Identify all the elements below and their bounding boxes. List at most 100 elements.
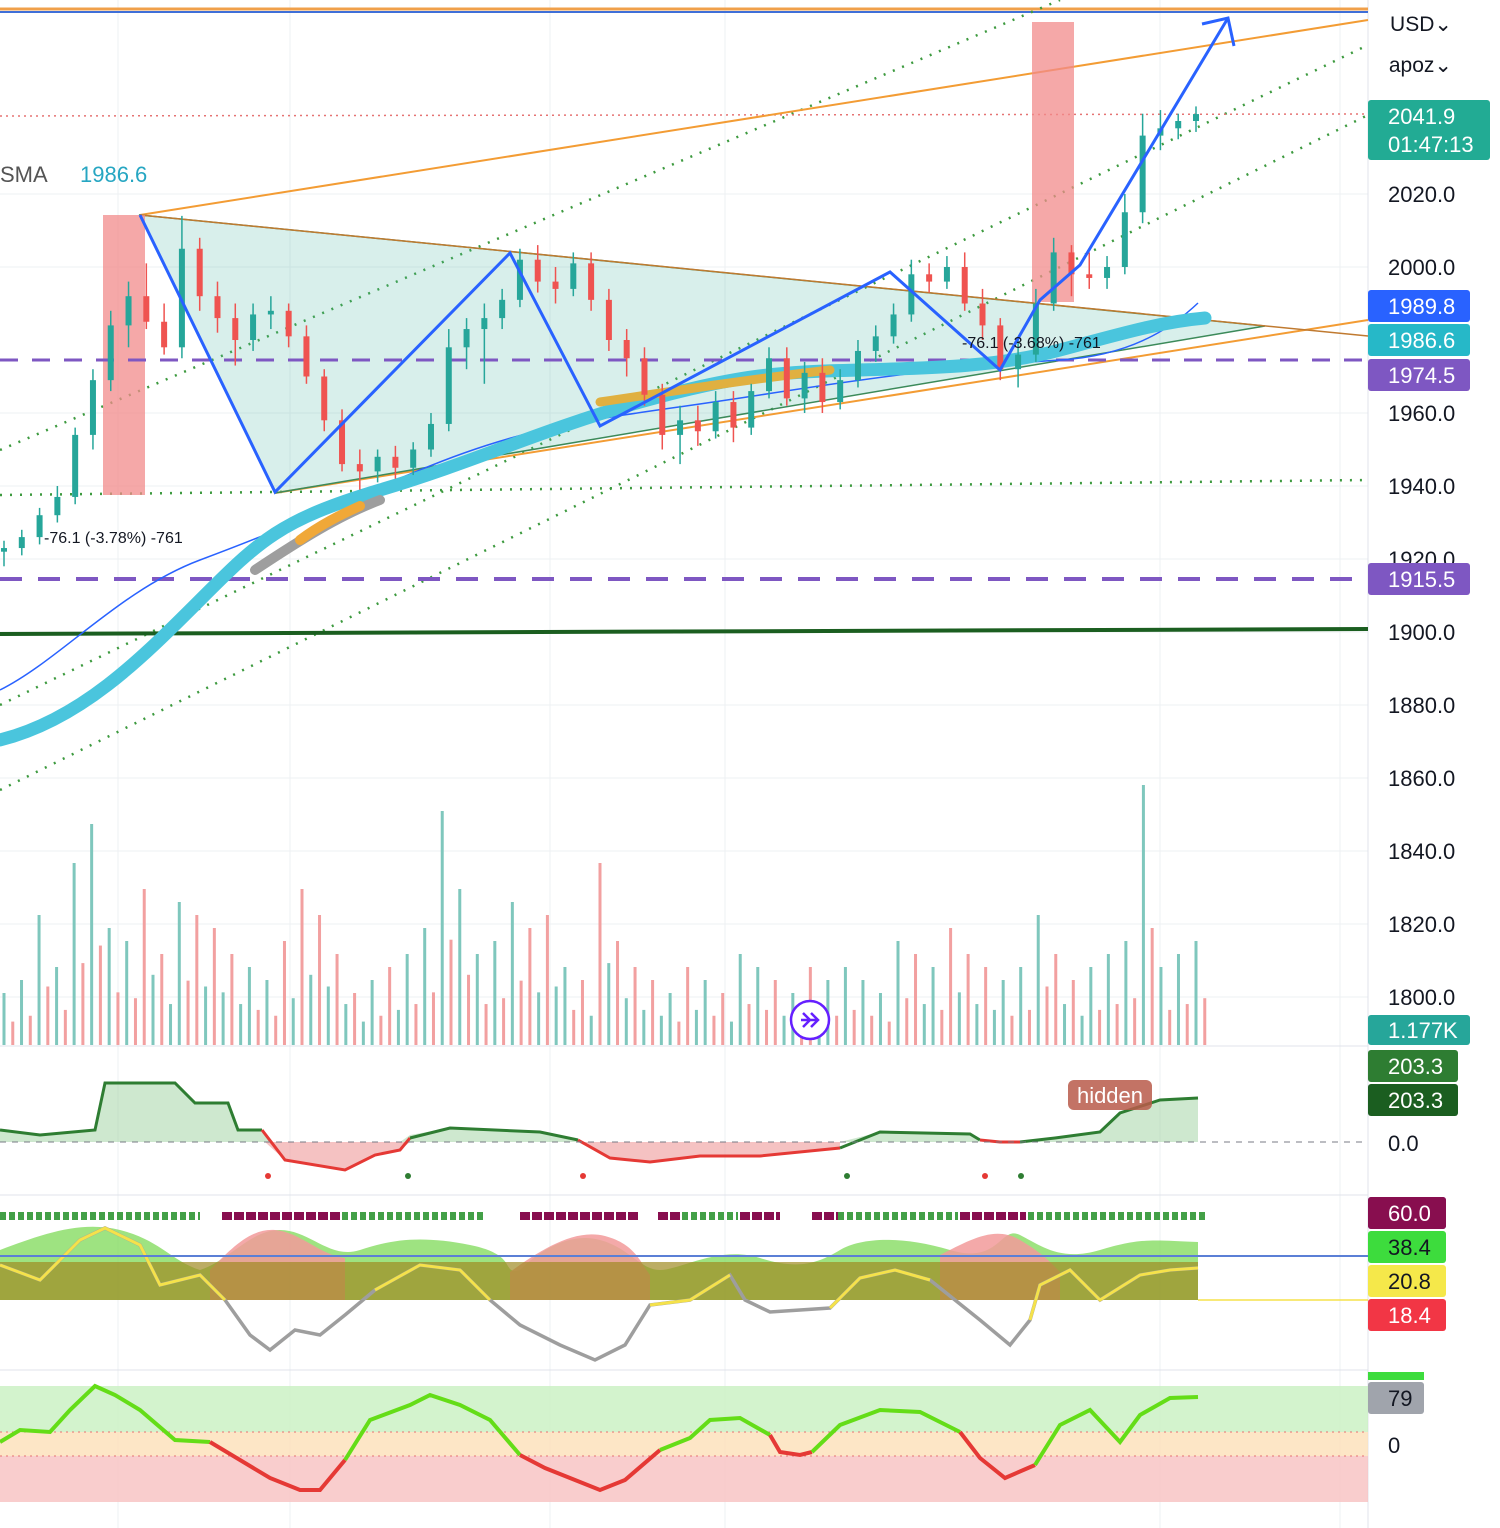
price-axis-label: 1860.0	[1388, 766, 1455, 791]
volume-bar	[1098, 1009, 1102, 1045]
wave-arrow-head	[1201, 16, 1236, 47]
volume-bar	[493, 941, 497, 1045]
bar-countdown: 01:47:13	[1388, 132, 1474, 157]
osc3-line-red	[768, 1433, 813, 1458]
osc1-signal-dot	[405, 1173, 411, 1179]
volume-bar	[177, 902, 181, 1045]
volume-bar	[116, 992, 120, 1045]
currency-selector[interactable]: USD⌄	[1390, 12, 1452, 37]
volume-bar	[274, 1015, 278, 1045]
volume-bar	[721, 993, 725, 1045]
volume-bar	[502, 998, 506, 1045]
osc1-signal-dot	[580, 1173, 586, 1179]
candle-body	[125, 296, 132, 326]
candle-body	[161, 321, 168, 348]
volume-bar	[519, 980, 523, 1045]
hidden-badge[interactable]	[1068, 1080, 1152, 1110]
candle-body	[232, 318, 239, 340]
volume-bar	[142, 889, 146, 1045]
volume-bar	[475, 954, 479, 1045]
volume-bar	[133, 998, 137, 1045]
volume-bar	[256, 1009, 260, 1045]
candle-body	[1104, 267, 1111, 278]
osc1-tag-a	[1368, 1050, 1458, 1082]
osc1-tag-a-value: 203.3	[1388, 1054, 1443, 1079]
volume-bar	[151, 974, 155, 1045]
price-axis[interactable]: 2020.02000.01960.01940.01920.01900.01880…	[1388, 182, 1455, 1010]
volume-bar	[545, 915, 549, 1045]
volume-bar	[125, 941, 129, 1045]
volume-bar	[686, 967, 690, 1045]
wave-projection	[138, 17, 1230, 495]
candle-body	[36, 515, 43, 538]
osc2-tag-green	[1368, 1231, 1446, 1263]
candle-body	[552, 281, 559, 289]
volume-bar	[694, 1009, 698, 1045]
triangle-upper-extension	[139, 214, 1369, 337]
osc1-line-green-a	[0, 1081, 262, 1137]
candle-body	[712, 402, 719, 432]
volume-bar	[405, 954, 409, 1045]
symbol-selector[interactable]: apoz⌄	[1389, 53, 1452, 78]
candle-body	[801, 372, 808, 399]
volume-bar	[72, 863, 76, 1045]
osc1-tag-b-value: 203.3	[1388, 1088, 1443, 1113]
candle-body	[1175, 121, 1182, 129]
volume-bar	[957, 992, 961, 1045]
candle-body	[267, 310, 274, 315]
osc2-tag-yellow	[1368, 1265, 1446, 1297]
volume-bar	[291, 998, 295, 1045]
volume-bar	[624, 998, 628, 1045]
volume-bar	[370, 980, 374, 1045]
osc1-signal-dot	[1018, 1173, 1024, 1179]
legend-indicator-name[interactable]: SMA	[0, 162, 48, 187]
oscillator-2-pane	[0, 1212, 1368, 1362]
candle-body	[1015, 354, 1022, 370]
volume-bar	[940, 1009, 944, 1045]
osc1-tag-b	[1368, 1084, 1458, 1116]
candle-body	[979, 303, 986, 326]
level-tag-3	[1368, 563, 1470, 595]
volume-tag-value: 1.177K	[1388, 1018, 1458, 1043]
volume-bar	[966, 954, 970, 1045]
volume-bar	[1036, 915, 1040, 1045]
sma-segment-orange	[295, 501, 365, 545]
hidden-badge-label: hidden	[1077, 1083, 1143, 1108]
volume-bar	[773, 980, 777, 1045]
osc2-tag-yellow-value: 20.8	[1388, 1269, 1431, 1294]
candle-body	[214, 296, 221, 319]
volume-bar	[537, 992, 541, 1045]
volume-bar	[1133, 998, 1137, 1045]
candle-body	[1086, 274, 1093, 278]
candle-body	[766, 358, 773, 392]
dotted-channel	[0, 0, 1369, 792]
candle-body	[623, 340, 630, 359]
osc3-line-green	[343, 1392, 522, 1462]
osc1-positive-area	[0, 1083, 1198, 1142]
volume-bar	[607, 963, 611, 1045]
volume-bar	[204, 986, 208, 1045]
osc2-tag-red-value: 18.4	[1388, 1303, 1431, 1328]
osc1-signal-dot	[844, 1173, 850, 1179]
volume-bar	[484, 1004, 488, 1045]
candle-body	[997, 325, 1004, 370]
candle-body	[588, 263, 595, 300]
candle-body	[641, 358, 648, 395]
level-tag-1	[1368, 290, 1470, 322]
price-axis-label: 2000.0	[1388, 255, 1455, 280]
volume-bar	[1054, 954, 1058, 1045]
osc3-line-red	[208, 1440, 347, 1492]
volume-bar	[878, 993, 882, 1045]
volume-bar	[1063, 1004, 1067, 1045]
volume-bar	[782, 1015, 786, 1045]
volume-bar	[931, 967, 935, 1045]
chevron-down-icon: ⌄	[1434, 54, 1452, 77]
price-tags: 2041.9 01:47:13 1989.8 1986.6 1974.5 191…	[1368, 100, 1490, 1458]
oscillator-1-pane: hidden	[0, 1080, 1368, 1179]
volume-bar	[169, 1004, 173, 1045]
level-line-1900	[0, 627, 1369, 636]
candle-body	[410, 449, 417, 468]
volume-bar	[887, 1021, 891, 1045]
last-price-dotted-line	[0, 113, 1369, 117]
